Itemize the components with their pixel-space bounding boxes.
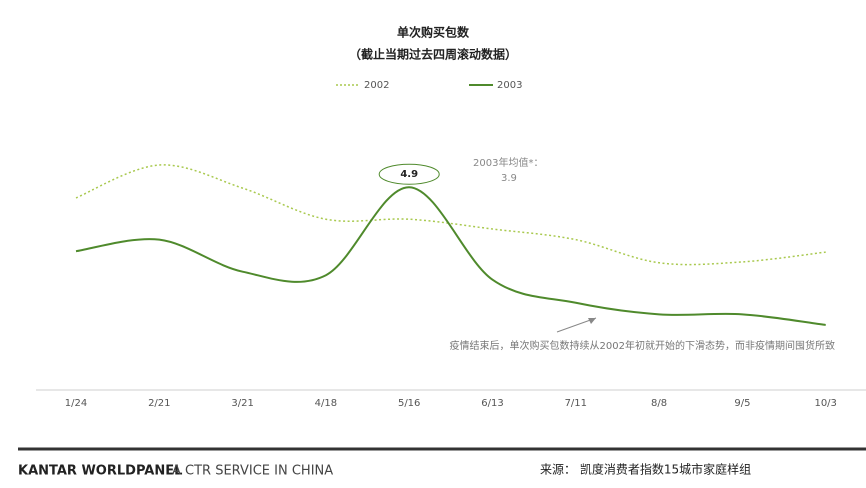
data-label-frame [378, 163, 440, 185]
footer-tagline: A CTR SERVICE IN CHINA [172, 464, 333, 479]
annotation: 2003年均值*： [473, 156, 543, 169]
legend-label: 2003 [497, 80, 522, 91]
footer-brand: KANTAR WORLDPANEL [18, 464, 182, 479]
x-tick-label: 3/21 [231, 398, 253, 409]
x-tick-label: 2/21 [148, 398, 170, 409]
series-line [75, 186, 826, 326]
legend-label: 2002 [364, 80, 389, 91]
chart-subtitle: （截止当期过去四周滚动数据） [349, 47, 517, 62]
annotation: 疫情结束后，单次购买包数持续从2002年初就开始的下滑态势，而非疫情期间囤货所致 [450, 339, 835, 352]
x-tick-label: 8/8 [651, 398, 667, 409]
x-tick-label: 4/18 [315, 398, 337, 409]
chart-title: 单次购买包数 [397, 25, 470, 40]
data-label: 4.9 [400, 169, 418, 180]
x-tick-label: 10/3 [814, 398, 836, 409]
x-tick-label: 7/11 [565, 398, 587, 409]
x-tick-label: 6/13 [481, 398, 503, 409]
x-tick-label: 5/16 [398, 398, 420, 409]
x-tick-label: 9/5 [734, 398, 750, 409]
annotation: 3.9 [501, 173, 517, 184]
x-tick-label: 1/24 [65, 398, 87, 409]
footer-source: 来源： 凯度消费者指数15城市家庭样组 [540, 462, 751, 477]
annotation-arrow-head [588, 318, 596, 324]
